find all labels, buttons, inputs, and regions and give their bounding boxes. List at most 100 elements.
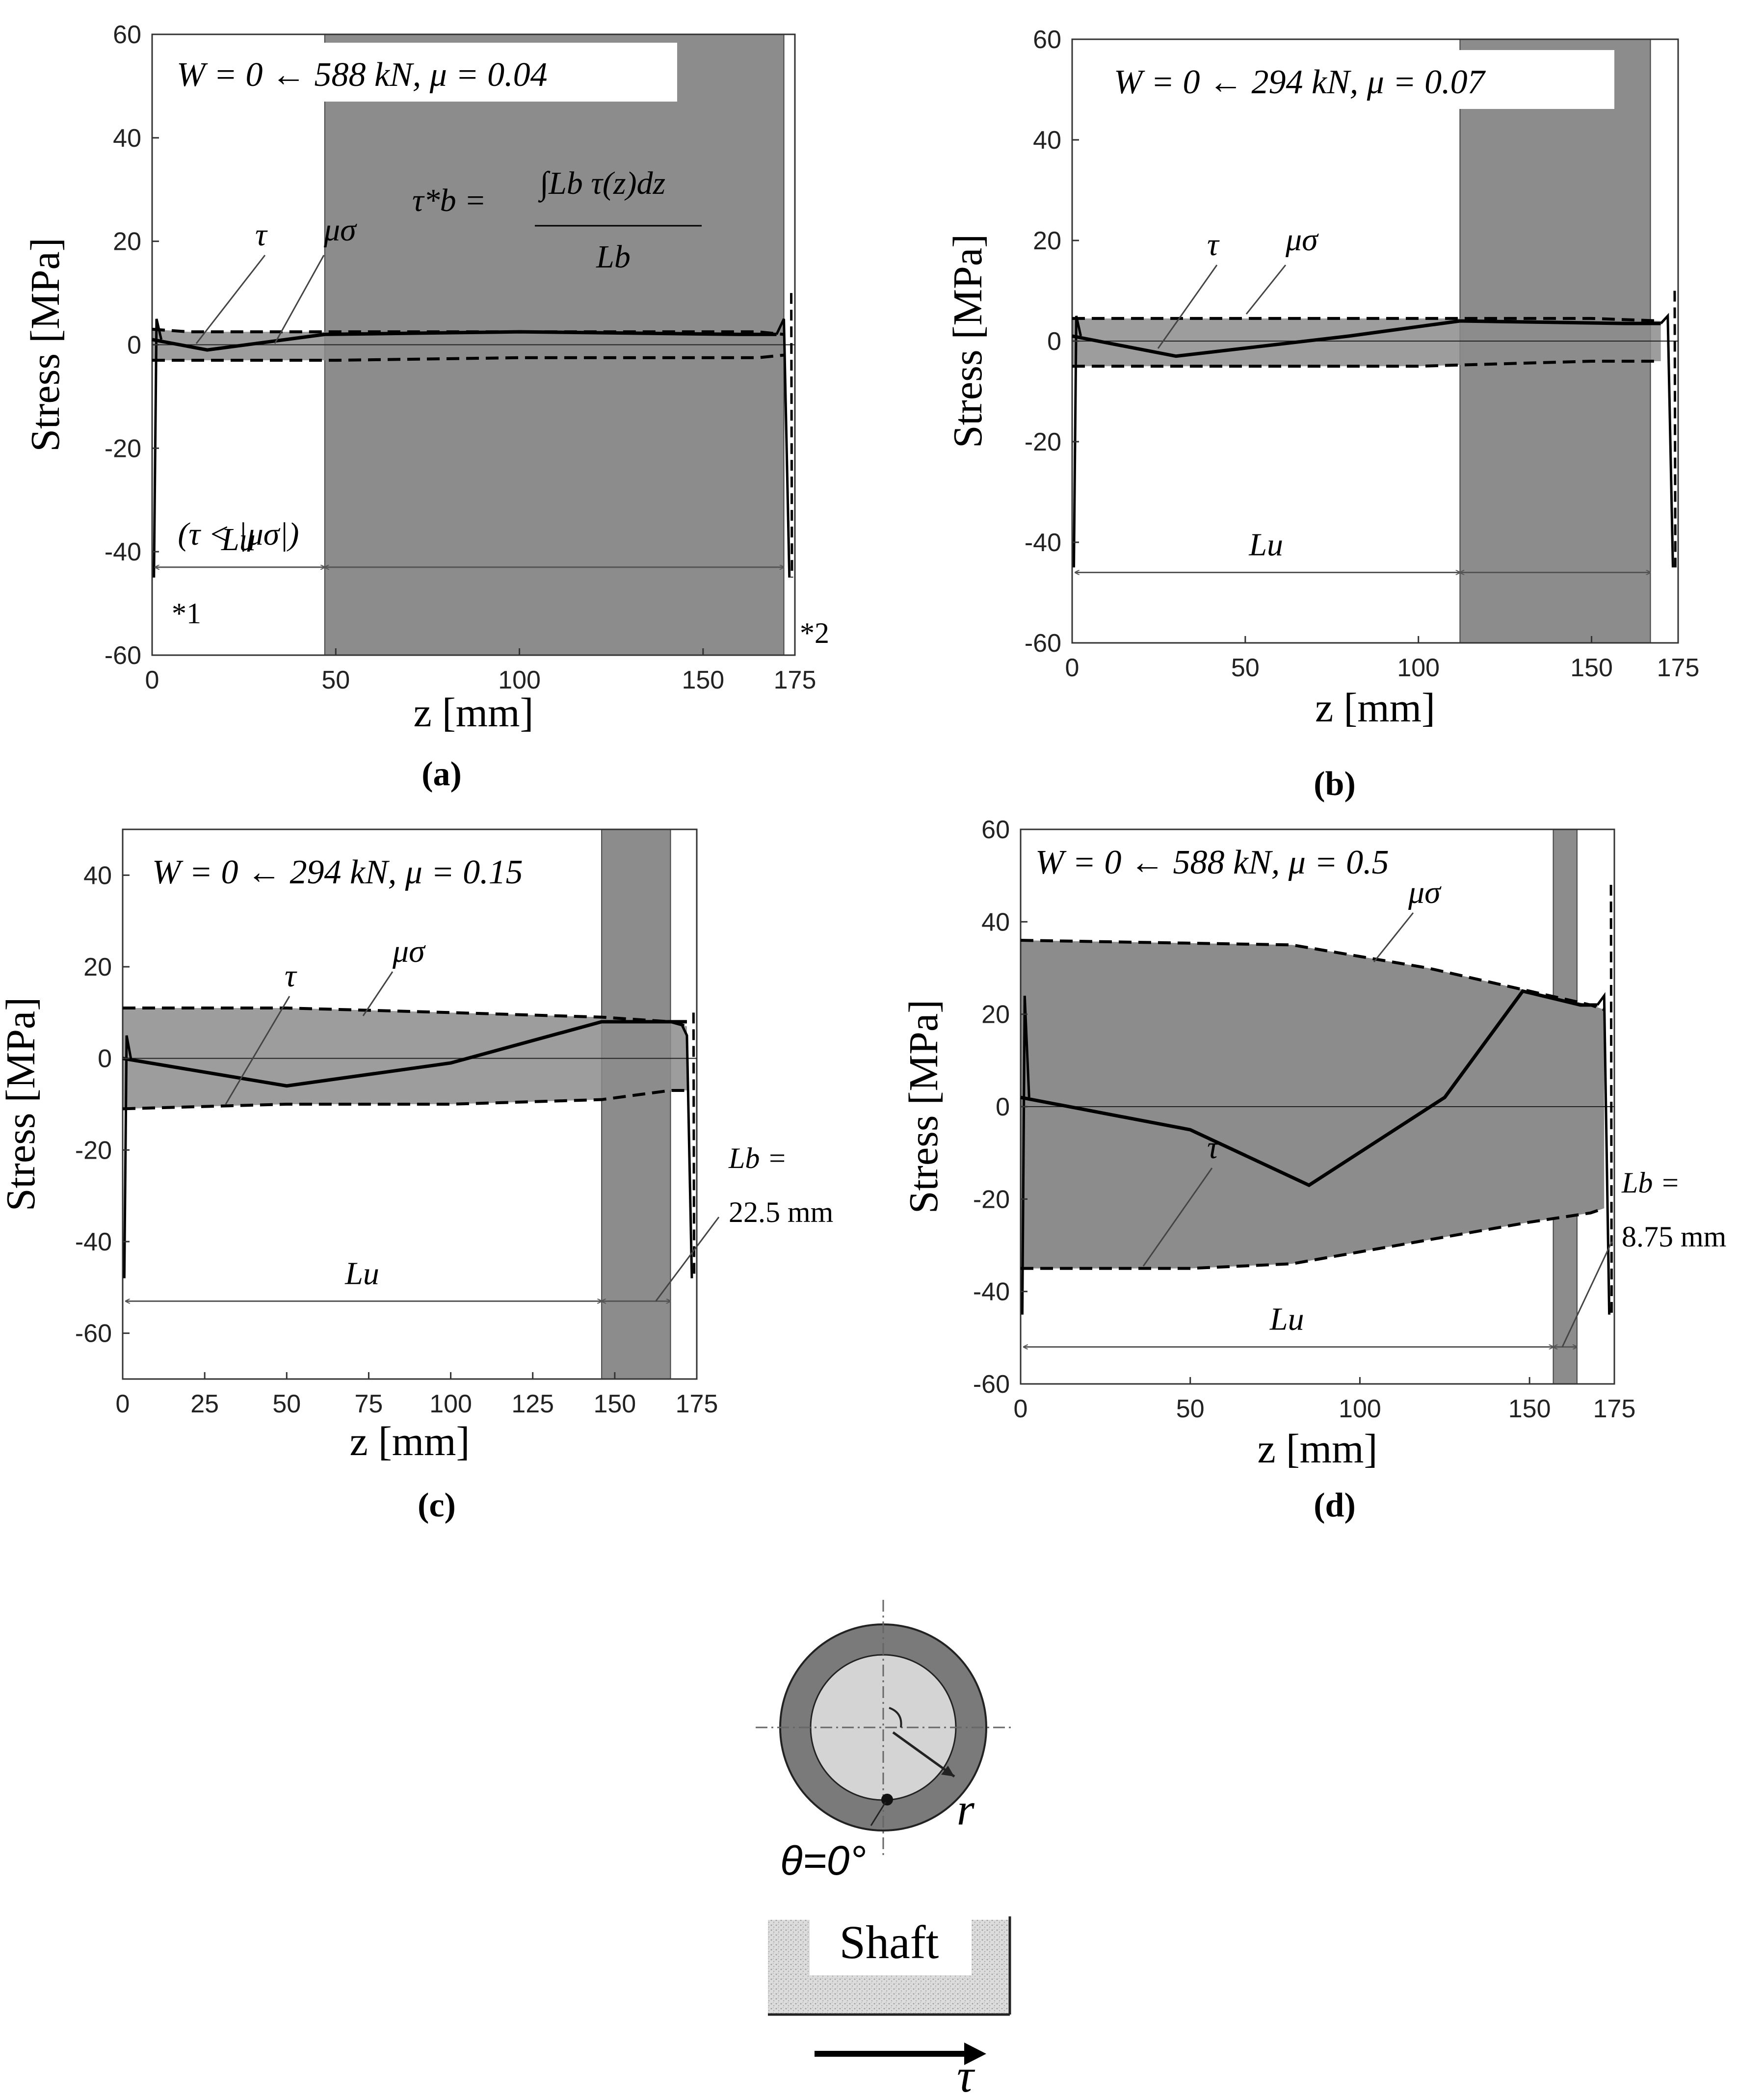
- mu-sigma-annotation: μσ: [392, 933, 426, 969]
- x-tick-label: 150: [1508, 1395, 1551, 1423]
- x-tick-label: 50: [1231, 654, 1260, 682]
- lu-label: Lu: [1248, 527, 1283, 563]
- x-tick-label: 100: [498, 666, 541, 694]
- lu-label: Lu: [344, 1255, 379, 1291]
- left-end-spike: [1021, 995, 1030, 1315]
- x-tick-label: 100: [1397, 654, 1440, 682]
- y-tick-label: 60: [981, 816, 1010, 844]
- right-end-dashed: [692, 1012, 696, 1278]
- x-axis-label: z [mm]: [1315, 685, 1435, 731]
- lu-label: Lu: [1269, 1301, 1304, 1337]
- y-tick-label: 40: [83, 861, 112, 890]
- y-tick-label: 0: [1047, 327, 1061, 356]
- lu-condition: (τ < |μσ|): [178, 516, 299, 552]
- note-2: *2: [800, 617, 829, 649]
- y-tick-label: 20: [83, 953, 112, 982]
- tau-leader: [1142, 1167, 1213, 1267]
- x-tick-label: 100: [1339, 1395, 1381, 1423]
- formula-lhs: τ*b =: [412, 183, 486, 218]
- y-tick-label: 40: [1033, 126, 1061, 155]
- x-tick-label: 0: [1014, 1395, 1028, 1423]
- y-tick-label: -20: [1025, 428, 1061, 456]
- lb-leader: [1561, 1241, 1613, 1348]
- radius-arrowhead: [941, 1766, 954, 1777]
- mu-sigma-region: [1021, 940, 1605, 1269]
- shaft-diagram: r θ=0° Shaft τ: [756, 1600, 1011, 2096]
- mu-sigma-lower-line: [1021, 1207, 1605, 1270]
- mu-sigma-leader: [1245, 265, 1287, 315]
- x-tick-label: 175: [1593, 1395, 1636, 1423]
- x-axis-label: z [mm]: [1258, 1426, 1378, 1472]
- x-tick-label: 25: [190, 1390, 219, 1418]
- x-tick-label: 175: [1657, 654, 1700, 682]
- x-tick-label: 100: [429, 1390, 472, 1418]
- x-tick-label: 0: [116, 1390, 130, 1418]
- chart-c: 40 20 0 -20 -40 -60 0 25 50 75 100 125 150 175 z [mm] S…: [0, 828, 833, 1524]
- y-tick-label: 0: [996, 1093, 1010, 1121]
- y-tick-label: -40: [105, 538, 141, 566]
- theta-zero-point: [881, 1794, 893, 1805]
- mu-sigma-lower-line: [122, 1089, 687, 1111]
- tau-leader: [195, 255, 266, 344]
- tau-line: [1020, 989, 1598, 1188]
- y-tick-label: 20: [981, 1001, 1010, 1029]
- y-tick-label: 0: [127, 331, 141, 360]
- chart-title: W = 0 ← 294 kN, μ = 0.15: [152, 853, 523, 891]
- x-tick-label: 175: [774, 666, 816, 694]
- chart-title: W = 0 ← 588 kN, μ = 0.04: [177, 56, 548, 94]
- formula-numerator: ∫Lb τ(z)dz: [538, 165, 665, 203]
- right-end-dashed: [790, 293, 793, 578]
- tau-line: [122, 1020, 687, 1088]
- x-tick-label: 0: [1065, 654, 1079, 682]
- tau-annotation: τ: [1207, 227, 1220, 263]
- tau-annotation: τ: [1207, 1130, 1220, 1166]
- tau-annotation: τ: [285, 958, 297, 994]
- tau-leader: [225, 996, 290, 1105]
- x-axis-label: z [mm]: [414, 690, 534, 736]
- shaft-housing: [768, 1920, 1010, 2015]
- right-end-spike: [679, 1021, 693, 1278]
- y-tick-label: 20: [1033, 227, 1061, 255]
- mu-sigma-annotation: μσ: [1285, 222, 1319, 258]
- x-tick-label: 150: [682, 666, 724, 694]
- y-tick-label: 40: [981, 908, 1010, 936]
- x-axis-label: z [mm]: [350, 1419, 470, 1464]
- right-end-spike: [775, 318, 791, 578]
- mu-sigma-lower-line: [152, 353, 784, 362]
- y-tick-label: -40: [1025, 529, 1061, 557]
- chart-title: W = 0 ← 588 kN, μ = 0.5: [1035, 844, 1389, 881]
- mu-sigma-leader: [362, 971, 394, 1016]
- y-tick-label: -60: [75, 1320, 112, 1348]
- y-axis-label: Stress [MPa]: [901, 1000, 947, 1214]
- x-tick-label: 150: [1570, 654, 1613, 682]
- y-tick-label: -20: [75, 1136, 112, 1165]
- y-tick-label: 0: [98, 1045, 112, 1073]
- y-tick-label: -40: [75, 1228, 112, 1256]
- y-axis-label: Stress [MPa]: [23, 238, 68, 451]
- mu-sigma-annotation: μσ: [323, 212, 357, 248]
- panel-caption: (d): [1314, 1486, 1356, 1524]
- left-end-spike: [1073, 316, 1082, 568]
- tau-leader: [1157, 265, 1218, 349]
- mu-sigma-annotation: μσ: [1408, 875, 1442, 910]
- y-tick-label: 40: [113, 124, 141, 153]
- title-box: [142, 840, 599, 899]
- tau-line: [1072, 319, 1661, 358]
- x-tick-label: 175: [676, 1390, 718, 1418]
- radius-arrow: [892, 1731, 955, 1778]
- y-tick-label: 20: [113, 228, 141, 256]
- x-tick-label: 0: [145, 666, 159, 694]
- y-tick-label: -60: [1025, 629, 1061, 658]
- lb-value: 8.75 mm: [1622, 1220, 1726, 1253]
- title-box: [1104, 50, 1614, 109]
- panel-caption: (a): [421, 755, 462, 793]
- theta-leader: [870, 1802, 887, 1826]
- mu-sigma-leader: [274, 255, 325, 344]
- left-end-spike: [153, 318, 163, 578]
- title-box: [1026, 830, 1536, 889]
- tau-annotation: τ: [255, 217, 268, 253]
- x-tick-label: 50: [272, 1390, 301, 1418]
- title-box: [167, 43, 677, 102]
- x-tick-label: 150: [593, 1390, 636, 1418]
